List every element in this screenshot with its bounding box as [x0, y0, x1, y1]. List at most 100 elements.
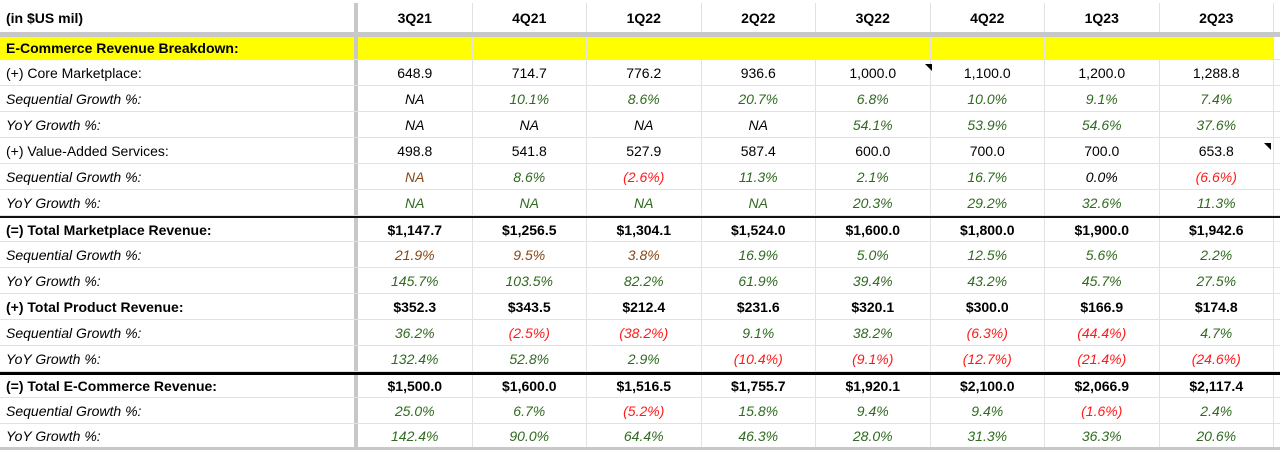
- value-cell[interactable]: 2.2%: [1160, 242, 1274, 267]
- value-cell[interactable]: $2,100.0: [931, 375, 1045, 397]
- value-cell[interactable]: 11.3%: [702, 164, 816, 189]
- value-cell[interactable]: 714.7: [473, 60, 587, 85]
- value-cell[interactable]: 12.5%: [931, 242, 1045, 267]
- row-label-cell[interactable]: Sequential Growth %:: [0, 320, 358, 345]
- header-period-cell[interactable]: 2Q22: [702, 3, 816, 32]
- row-label-cell[interactable]: Sequential Growth %:: [0, 86, 358, 111]
- value-cell[interactable]: 39.4%: [816, 268, 931, 293]
- value-cell[interactable]: 20.6%: [1160, 424, 1274, 447]
- value-cell[interactable]: $343.5: [473, 294, 587, 319]
- value-cell[interactable]: 9.1%: [702, 320, 816, 345]
- value-cell[interactable]: 53.9%: [931, 112, 1045, 137]
- value-cell[interactable]: 31.3%: [931, 424, 1045, 447]
- value-cell[interactable]: 587.4: [702, 138, 816, 163]
- value-cell[interactable]: 15.8%: [702, 398, 816, 423]
- value-cell[interactable]: (44.4%): [1045, 320, 1160, 345]
- value-cell[interactable]: 700.0: [1045, 138, 1160, 163]
- value-cell[interactable]: 653.8: [1160, 138, 1274, 163]
- value-cell[interactable]: (9.1%): [816, 346, 931, 371]
- value-cell[interactable]: 16.7%: [931, 164, 1045, 189]
- value-cell[interactable]: NA: [587, 112, 702, 137]
- value-cell[interactable]: 82.2%: [587, 268, 702, 293]
- value-cell[interactable]: 5.0%: [816, 242, 931, 267]
- row-label-cell[interactable]: Sequential Growth %:: [0, 164, 358, 189]
- value-cell[interactable]: 132.4%: [358, 346, 473, 371]
- value-cell[interactable]: 700.0: [931, 138, 1045, 163]
- comment-indicator-icon[interactable]: [1264, 143, 1271, 150]
- value-cell[interactable]: 2.4%: [1160, 398, 1274, 423]
- value-cell[interactable]: 9.4%: [816, 398, 931, 423]
- row-label-cell[interactable]: YoY Growth %:: [0, 424, 358, 447]
- value-cell[interactable]: NA: [473, 190, 587, 215]
- header-period-cell[interactable]: 1Q22: [587, 3, 702, 32]
- value-cell[interactable]: 46.3%: [702, 424, 816, 447]
- value-cell[interactable]: $1,500.0: [358, 375, 473, 397]
- value-cell[interactable]: 21.9%: [358, 242, 473, 267]
- value-cell[interactable]: $231.6: [702, 294, 816, 319]
- value-cell[interactable]: $352.3: [358, 294, 473, 319]
- header-period-cell[interactable]: 2Q23: [1160, 3, 1274, 32]
- value-cell[interactable]: (24.6%): [1160, 346, 1274, 371]
- empty-highlight-cell[interactable]: [472, 37, 587, 59]
- value-cell[interactable]: 38.2%: [816, 320, 931, 345]
- empty-highlight-cell[interactable]: [816, 37, 931, 59]
- value-cell[interactable]: $1,920.1: [816, 375, 931, 397]
- value-cell[interactable]: 498.8: [358, 138, 473, 163]
- value-cell[interactable]: $174.8: [1160, 294, 1274, 319]
- value-cell[interactable]: 0.0%: [1045, 164, 1160, 189]
- value-cell[interactable]: NA: [358, 86, 473, 111]
- value-cell[interactable]: 45.7%: [1045, 268, 1160, 293]
- value-cell[interactable]: 103.5%: [473, 268, 587, 293]
- value-cell[interactable]: 936.6: [702, 60, 816, 85]
- value-cell[interactable]: 4.7%: [1160, 320, 1274, 345]
- value-cell[interactable]: 9.1%: [1045, 86, 1160, 111]
- value-cell[interactable]: 1,100.0: [931, 60, 1045, 85]
- value-cell[interactable]: $300.0: [931, 294, 1045, 319]
- header-period-cell[interactable]: 4Q21: [473, 3, 587, 32]
- header-period-cell[interactable]: 4Q22: [931, 3, 1045, 32]
- header-period-cell[interactable]: 3Q22: [816, 3, 931, 32]
- value-cell[interactable]: 29.2%: [931, 190, 1045, 215]
- row-label-cell[interactable]: Sequential Growth %:: [0, 398, 358, 423]
- section-title-cell[interactable]: E-Commerce Revenue Breakdown:: [0, 37, 358, 59]
- value-cell[interactable]: NA: [358, 164, 473, 189]
- value-cell[interactable]: $1,800.0: [931, 218, 1045, 241]
- value-cell[interactable]: 36.2%: [358, 320, 473, 345]
- row-label-cell[interactable]: Sequential Growth %:: [0, 242, 358, 267]
- value-cell[interactable]: $1,942.6: [1160, 218, 1274, 241]
- value-cell[interactable]: 90.0%: [473, 424, 587, 447]
- value-cell[interactable]: 527.9: [587, 138, 702, 163]
- value-cell[interactable]: $1,256.5: [473, 218, 587, 241]
- value-cell[interactable]: (21.4%): [1045, 346, 1160, 371]
- value-cell[interactable]: 10.1%: [473, 86, 587, 111]
- value-cell[interactable]: 142.4%: [358, 424, 473, 447]
- value-cell[interactable]: $2,117.4: [1160, 375, 1274, 397]
- row-label-cell[interactable]: YoY Growth %:: [0, 346, 358, 371]
- value-cell[interactable]: 61.9%: [702, 268, 816, 293]
- value-cell[interactable]: 541.8: [473, 138, 587, 163]
- empty-highlight-cell[interactable]: [358, 37, 473, 59]
- value-cell[interactable]: 27.5%: [1160, 268, 1274, 293]
- value-cell[interactable]: (10.4%): [702, 346, 816, 371]
- value-cell[interactable]: NA: [473, 112, 587, 137]
- value-cell[interactable]: 2.9%: [587, 346, 702, 371]
- value-cell[interactable]: (5.2%): [587, 398, 702, 423]
- value-cell[interactable]: (2.6%): [587, 164, 702, 189]
- comment-indicator-icon[interactable]: [925, 64, 932, 71]
- value-cell[interactable]: $2,066.9: [1045, 375, 1160, 397]
- value-cell[interactable]: 36.3%: [1045, 424, 1160, 447]
- empty-highlight-cell[interactable]: [1045, 37, 1160, 59]
- value-cell[interactable]: (6.6%): [1160, 164, 1274, 189]
- row-label-cell[interactable]: (+) Value-Added Services:: [0, 138, 358, 163]
- value-cell[interactable]: 32.6%: [1045, 190, 1160, 215]
- value-cell[interactable]: $1,516.5: [587, 375, 702, 397]
- value-cell[interactable]: $1,755.7: [702, 375, 816, 397]
- value-cell[interactable]: 8.6%: [587, 86, 702, 111]
- value-cell[interactable]: 1,288.8: [1160, 60, 1274, 85]
- value-cell[interactable]: 54.6%: [1045, 112, 1160, 137]
- header-units-cell[interactable]: (in $US mil): [0, 3, 358, 32]
- value-cell[interactable]: 52.8%: [473, 346, 587, 371]
- value-cell[interactable]: (6.3%): [931, 320, 1045, 345]
- row-label-cell[interactable]: (+) Total Product Revenue:: [0, 294, 358, 319]
- value-cell[interactable]: $1,304.1: [587, 218, 702, 241]
